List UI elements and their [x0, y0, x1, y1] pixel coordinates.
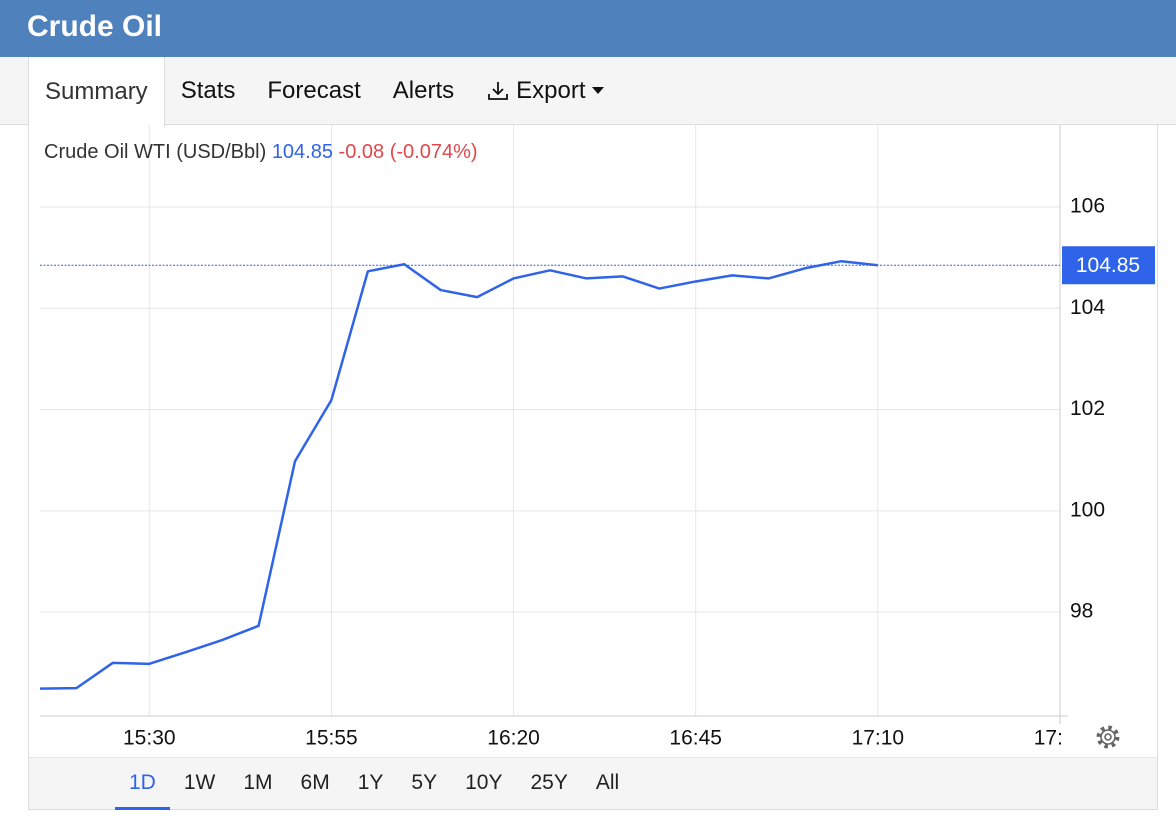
- gear-body: [1100, 729, 1116, 745]
- x-tick-label: 17:10: [852, 727, 905, 750]
- price-line: [39, 259, 878, 690]
- caret: [591, 86, 604, 94]
- tab-label: Summary: [45, 77, 148, 105]
- x-tick-label: 16:20: [487, 727, 540, 750]
- tab[interactable]: Forecast: [251, 57, 376, 125]
- last-price: 104.85: [272, 141, 333, 163]
- last-value-box: [1062, 246, 1155, 285]
- chart: 15:30 15:55 16:20 16:45 17:10 17:35 98 100 102 1…: [39, 125, 1155, 750]
- range-button[interactable]: 6M: [300, 770, 330, 794]
- header-title: Crude Oil: [27, 10, 163, 43]
- y-tick-label: 100: [1070, 498, 1105, 521]
- tab[interactable]: Stats: [165, 57, 252, 125]
- settings-button[interactable]: [1096, 725, 1120, 749]
- header: Crude Oil: [0, 0, 1176, 57]
- range-button[interactable]: 1Y: [357, 770, 384, 794]
- tab-label: Export: [516, 76, 586, 104]
- tab[interactable]: Alerts: [377, 57, 470, 125]
- y-tick-label: 104: [1070, 296, 1105, 319]
- range-button[interactable]: 1D: [115, 758, 170, 810]
- range-button[interactable]: 5Y: [411, 770, 438, 794]
- y-tick-label: 106: [1070, 195, 1105, 218]
- gear-teeth: [1096, 725, 1120, 749]
- download-icon: [488, 81, 509, 100]
- range-button[interactable]: 1M: [243, 770, 273, 794]
- gear-hole: [1104, 733, 1112, 741]
- y-tick-label: 102: [1070, 397, 1105, 420]
- y-tick-label: 98: [1070, 600, 1093, 623]
- x-tick-label: 16:45: [669, 727, 722, 750]
- tab[interactable]: Export: [470, 57, 619, 125]
- tab-label: Alerts: [392, 76, 455, 104]
- series-name: Crude Oil WTI (USD/Bbl): [44, 141, 266, 163]
- tab-label: Stats: [180, 76, 236, 104]
- last-value-label: 104.85: [1076, 254, 1140, 277]
- tab-bar: Summary Stats Forecast Alerts Export: [0, 56, 1176, 127]
- change: -0.08: [339, 141, 385, 163]
- range-button[interactable]: 1W: [183, 770, 216, 794]
- change-percent: (-0.074%): [390, 141, 478, 163]
- range-button[interactable]: 10Y: [465, 770, 503, 794]
- range-button[interactable]: 25Y: [530, 770, 568, 794]
- chart-frame: [28, 125, 1158, 810]
- range-button[interactable]: All: [595, 770, 620, 794]
- tab[interactable]: Summary: [28, 56, 165, 127]
- range-bar: 1D 1W 1M 6M 1Y 5Y 10Y 25Y All: [29, 757, 1157, 810]
- x-tick-label: 17:35: [1034, 727, 1087, 750]
- tab-label: Forecast: [267, 76, 361, 104]
- x-tick-label: 15:30: [123, 727, 176, 750]
- legend: Crude Oil WTI (USD/Bbl) 104.85 -0.08 (-0…: [44, 141, 478, 163]
- x-tick-label: 15:55: [305, 727, 358, 750]
